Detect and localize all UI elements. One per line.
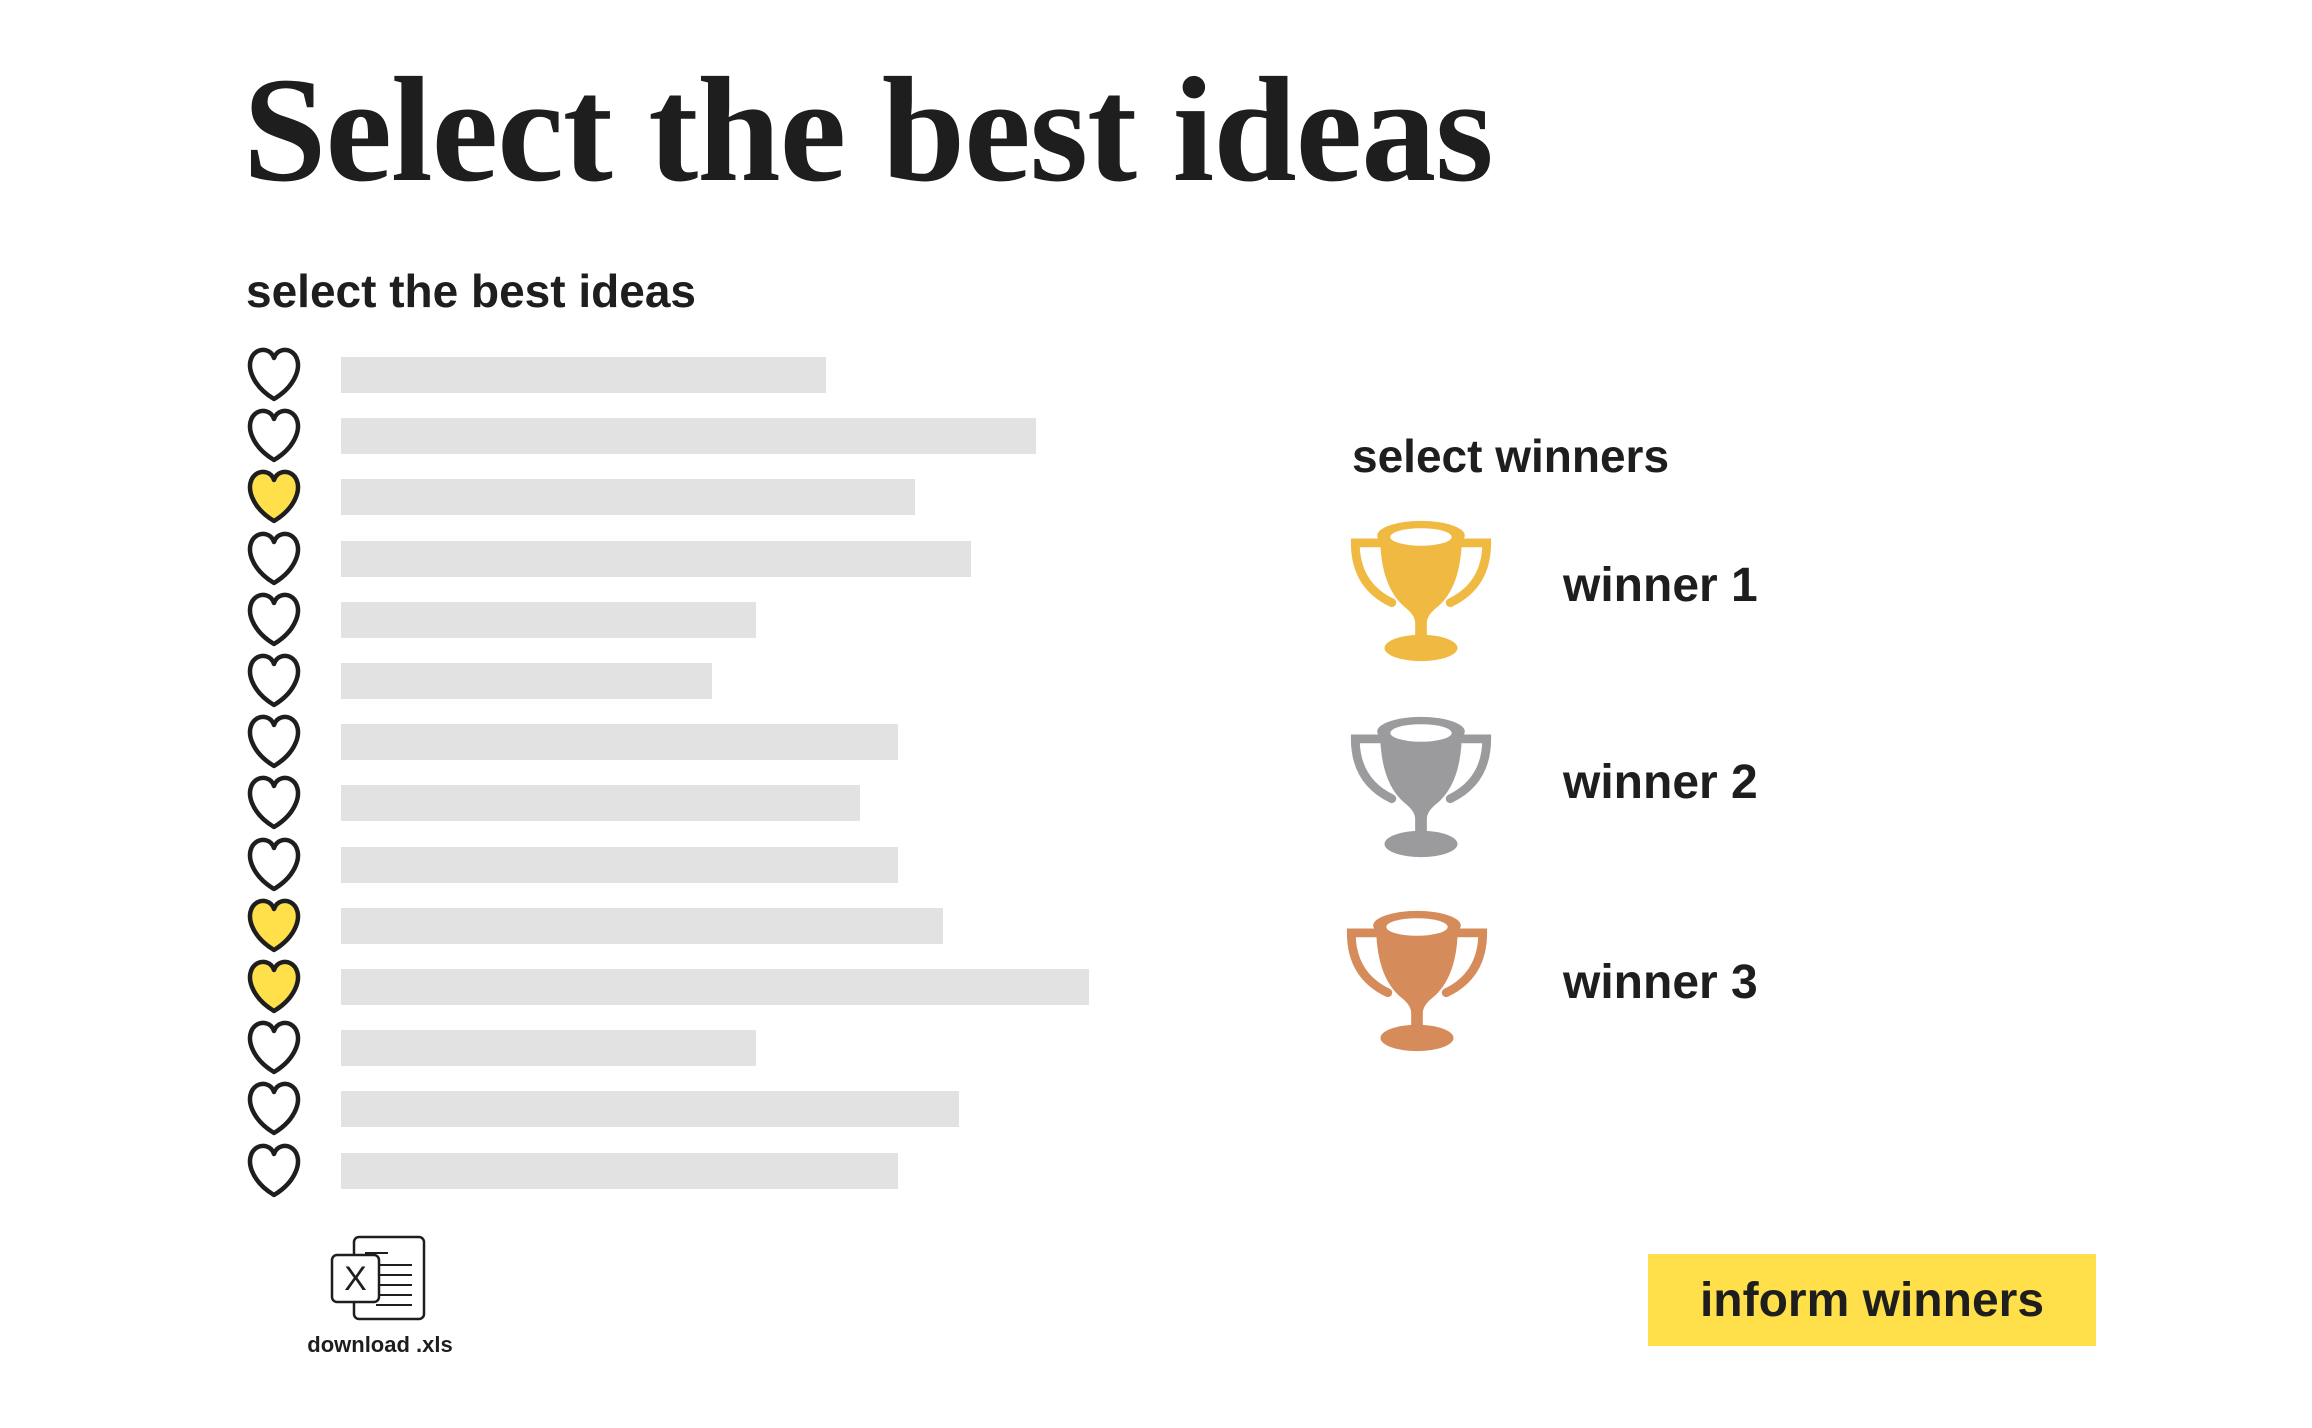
- winner-1-label: winner 1: [1563, 559, 1758, 612]
- page-title: Select the best ideas: [243, 47, 1494, 213]
- idea-placeholder-bar[interactable]: [341, 969, 1089, 1005]
- idea-row: [245, 531, 971, 587]
- heart-outline-icon[interactable]: [245, 592, 303, 648]
- heart-outline-icon[interactable]: [245, 653, 303, 709]
- idea-row: [245, 592, 756, 648]
- heart-filled-icon[interactable]: [245, 959, 303, 1015]
- heart-outline-icon[interactable]: [245, 1143, 303, 1199]
- download-label: download .xls: [307, 1332, 453, 1357]
- idea-row: [245, 775, 860, 831]
- heart-outline-icon[interactable]: [245, 531, 303, 587]
- heart-outline-icon[interactable]: [245, 837, 303, 893]
- idea-row: [245, 959, 1089, 1015]
- idea-placeholder-bar[interactable]: [341, 418, 1036, 455]
- idea-placeholder-bar[interactable]: [341, 601, 756, 638]
- ideas-heading: select the best ideas: [246, 265, 696, 317]
- trophy-bronze-icon[interactable]: [1342, 908, 1492, 1054]
- heart-outline-icon[interactable]: [245, 714, 303, 770]
- idea-placeholder-bar[interactable]: [341, 1152, 898, 1189]
- idea-row: [245, 898, 943, 954]
- inform-winners-button[interactable]: inform winners: [1648, 1254, 2096, 1346]
- idea-placeholder-bar[interactable]: [341, 907, 943, 944]
- idea-placeholder-bar[interactable]: [341, 357, 826, 393]
- winner-2-label: winner 2: [1563, 756, 1758, 809]
- trophy-silver-icon[interactable]: [1346, 714, 1496, 860]
- svg-text:X: X: [344, 1260, 367, 1298]
- idea-row: [245, 837, 898, 893]
- idea-row: [245, 714, 898, 770]
- trophy-gold-icon[interactable]: [1346, 518, 1496, 664]
- idea-placeholder-bar[interactable]: [341, 1030, 756, 1067]
- idea-row: [245, 1020, 756, 1076]
- idea-placeholder-bar[interactable]: [341, 724, 898, 761]
- idea-placeholder-bar[interactable]: [341, 479, 915, 516]
- idea-row: [245, 469, 915, 525]
- winner-3-label: winner 3: [1563, 956, 1758, 1009]
- idea-placeholder-bar[interactable]: [341, 540, 971, 577]
- idea-row: [245, 653, 712, 709]
- excel-file-icon: X: [330, 1235, 426, 1321]
- heart-outline-icon[interactable]: [245, 347, 303, 403]
- idea-placeholder-bar[interactable]: [341, 785, 860, 822]
- idea-row: [245, 408, 1036, 464]
- heart-filled-icon[interactable]: [245, 898, 303, 954]
- idea-row: [245, 1081, 959, 1137]
- heart-filled-icon[interactable]: [245, 469, 303, 525]
- idea-placeholder-bar[interactable]: [341, 846, 898, 883]
- idea-placeholder-bar[interactable]: [341, 1091, 959, 1128]
- heart-outline-icon[interactable]: [245, 408, 303, 464]
- download-xls-button[interactable]: X download .xls: [300, 1235, 460, 1358]
- idea-row: [245, 347, 826, 403]
- heart-outline-icon[interactable]: [245, 1020, 303, 1076]
- idea-placeholder-bar[interactable]: [341, 663, 712, 699]
- idea-row: [245, 1143, 898, 1199]
- heart-outline-icon[interactable]: [245, 1081, 303, 1137]
- heart-outline-icon[interactable]: [245, 775, 303, 831]
- winners-heading: select winners: [1352, 430, 1670, 482]
